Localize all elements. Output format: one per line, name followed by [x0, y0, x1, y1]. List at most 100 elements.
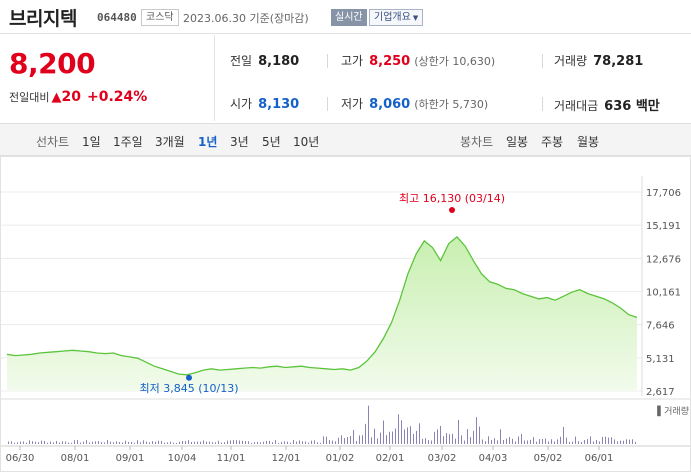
volume-bar [467, 429, 468, 444]
high-label: 고가 [341, 54, 364, 68]
volume-bar [143, 440, 144, 444]
volume-bar [26, 442, 27, 444]
volume-bar [359, 435, 360, 444]
volume-bar [59, 442, 60, 444]
period-1y[interactable]: 1년 [198, 135, 218, 149]
volume-bar [578, 441, 579, 444]
open-value: 8,130 [258, 97, 300, 112]
volume-bar [557, 439, 558, 444]
volume-bar [410, 426, 411, 444]
candle-weekly[interactable]: 주봉 [541, 135, 564, 149]
volume-bar [488, 436, 489, 444]
trade-amount: 거래대금 636 백만 [554, 95, 660, 114]
volume-bar [14, 442, 15, 444]
volume-bar [311, 440, 312, 444]
period-1w[interactable]: 1주일 [113, 135, 143, 149]
volume-bar [431, 440, 432, 444]
volume-bar [500, 429, 501, 444]
volume-bar [263, 441, 264, 444]
volume-bar [155, 441, 156, 444]
volume-bar [587, 439, 588, 444]
volume-bar [17, 442, 18, 444]
period-selector: 선차트 1일 1주일 3개월 1년 3년 5년 10년 봉차트 일봉 주봉 월봉 [0, 123, 691, 156]
volume-bar [614, 439, 615, 444]
volume-bar [179, 441, 180, 444]
volume-bar [485, 441, 486, 444]
period-3m[interactable]: 3개월 [155, 135, 185, 149]
volume-bar [197, 441, 198, 444]
volume-bar [314, 440, 315, 444]
volume-bar [479, 426, 480, 444]
volume-bar [185, 441, 186, 444]
volume-bar [122, 442, 123, 444]
y-tick-label: 12,676 [646, 254, 681, 265]
realtime-button[interactable]: 실시간 [331, 9, 367, 26]
volume-bar [68, 442, 69, 444]
x-tick-label: 11/01 [217, 453, 246, 464]
volume-bar [626, 439, 627, 444]
volume-bar [218, 440, 219, 444]
current-price: 8,200 [9, 47, 96, 80]
volume-bar [419, 423, 420, 444]
volume-bar [569, 441, 570, 444]
volume-bar [242, 440, 243, 444]
volume-bar [425, 438, 426, 444]
volume-bar [20, 441, 21, 444]
volume-bar [260, 442, 261, 444]
stock-name: 브리지텍 [9, 8, 77, 30]
volume-bar [533, 437, 534, 444]
volume-bar [341, 435, 342, 444]
volume-bar [317, 442, 318, 444]
low-label: 저가 [341, 97, 364, 111]
volume-bar [101, 442, 102, 444]
volume-bar [188, 440, 189, 444]
volume-bar [152, 441, 153, 444]
volume-bar [413, 433, 414, 444]
y-tick-label: 10,161 [646, 288, 681, 299]
day-open: 시가 8,130 [230, 95, 299, 112]
candle-monthly[interactable]: 월봉 [577, 135, 600, 149]
period-10y[interactable]: 10년 [293, 135, 320, 149]
period-1d[interactable]: 1일 [82, 135, 101, 149]
lower-limit: (하한가 5,730) [414, 98, 489, 111]
volume-bar [446, 433, 447, 444]
volume-bar [305, 441, 306, 444]
volume-bar [428, 440, 429, 444]
x-tick-label: 06/01 [585, 453, 614, 464]
volume-bar [83, 441, 84, 444]
x-tick-label: 02/01 [376, 453, 405, 464]
volume-bar [536, 441, 537, 444]
volume-bar [344, 438, 345, 444]
volume-bar [44, 441, 45, 444]
x-tick-label: 01/02 [326, 453, 355, 464]
volume-bar [329, 440, 330, 444]
open-label: 시가 [230, 97, 253, 111]
candle-daily[interactable]: 일봉 [506, 135, 529, 149]
volume-bar [455, 438, 456, 444]
volume-bar [608, 437, 609, 444]
volume-bar [599, 441, 600, 444]
period-3y[interactable]: 3년 [230, 135, 249, 149]
volume-bar [293, 440, 294, 444]
company-info-dropdown[interactable]: 기업개요 ▼ [369, 9, 424, 26]
x-tick-label: 04/03 [479, 453, 508, 464]
price-chart[interactable]: 17,70615,19112,67610,1617,6465,1312,617 … [0, 156, 691, 472]
volume-bar [521, 433, 522, 444]
volume-bar [482, 439, 483, 444]
y-tick-label: 17,706 [646, 188, 681, 199]
volume-bar [89, 442, 90, 444]
volume-bar [326, 436, 327, 444]
volume-bar [53, 442, 54, 444]
volume-bar [251, 442, 252, 444]
volume-bar [512, 438, 513, 444]
volume: 거래량 78,281 [554, 52, 643, 69]
volume-bar [164, 442, 165, 444]
period-5y[interactable]: 5년 [262, 135, 281, 149]
volume-bar [29, 440, 30, 444]
base-date: 2023.06.30 기준(장마감) [183, 12, 309, 25]
volume-bar [11, 441, 12, 444]
volume-bar [473, 430, 474, 444]
volume-bar [98, 440, 99, 444]
volume-bar [596, 440, 597, 444]
volume-bar [146, 441, 147, 444]
